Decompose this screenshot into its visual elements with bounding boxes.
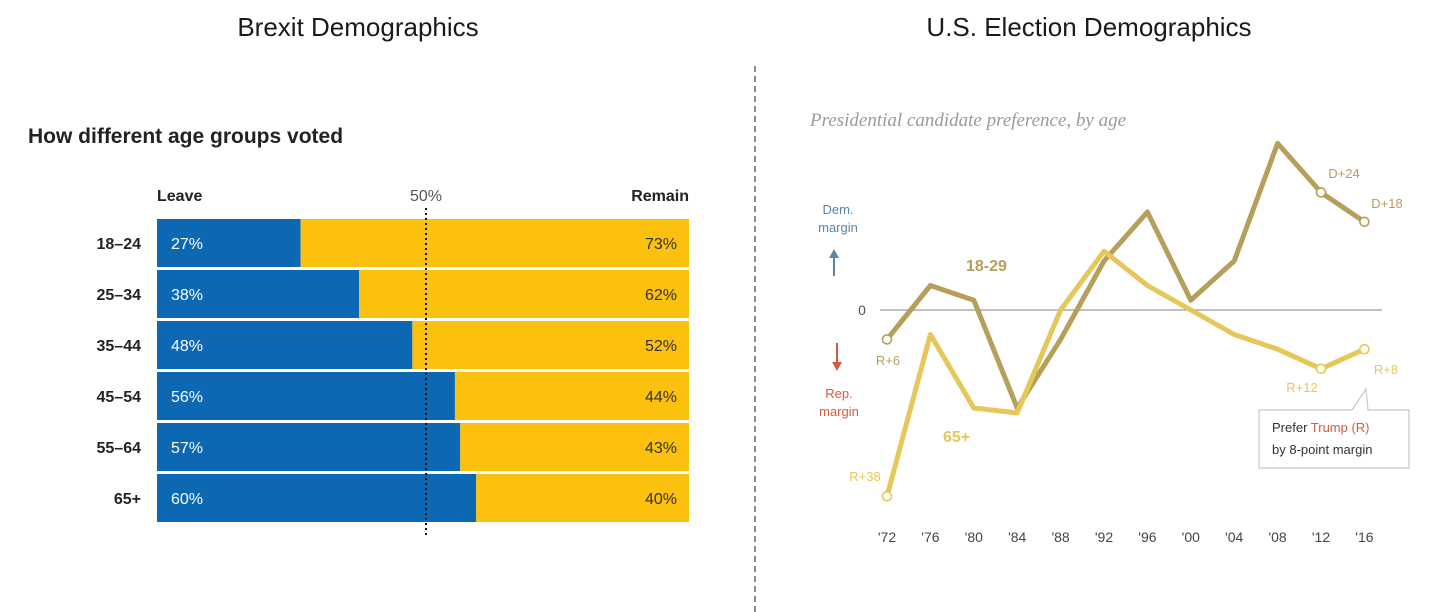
callout-prefix: Prefer (1272, 420, 1311, 435)
leave-bar (157, 372, 455, 420)
line-chart-title: Presidential candidate preference, by ag… (809, 110, 1126, 131)
callout-line2: by 8-point margin (1272, 442, 1372, 457)
remain-bar (300, 219, 689, 267)
leave-value-label: 38% (171, 287, 203, 304)
point-marker (881, 334, 893, 345)
remain-value-label: 52% (645, 338, 677, 355)
r8-annotation: R+8 (1374, 362, 1398, 377)
callout-box (1258, 387, 1410, 469)
dem-arrow-icon (829, 249, 839, 258)
remain-value-label: 40% (645, 491, 677, 508)
remain-value-label: 62% (645, 287, 677, 304)
leave-bar (157, 219, 301, 267)
age-group-label: 65+ (114, 491, 141, 508)
x-tick-label: '76 (921, 529, 939, 545)
start-18-29-annotation: R+6 (876, 353, 900, 368)
brexit-panel-title: Brexit Demographics (237, 12, 479, 42)
point-marker (1315, 363, 1327, 375)
leave-value-label: 48% (171, 338, 203, 355)
callout-line1: Prefer Trump (R) (1272, 420, 1370, 435)
series-18-29-line (884, 140, 1367, 411)
callout-highlight: Trump (R) (1311, 420, 1370, 435)
x-tick-label: '92 (1095, 529, 1113, 545)
age-group-label: 18–24 (97, 236, 142, 253)
series-65-plus-label: 65+ (943, 429, 970, 446)
bar-chart-title: How different age groups voted (28, 125, 343, 148)
point-marker (1359, 343, 1370, 355)
x-tick-label: '08 (1268, 529, 1286, 545)
leave-bar (157, 270, 360, 318)
point-marker (1315, 187, 1327, 198)
leave-value-label: 57% (171, 440, 203, 457)
leave-value-label: 56% (171, 389, 203, 406)
x-tick-label: '00 (1182, 529, 1200, 545)
age-group-label: 45–54 (97, 389, 142, 406)
fifty-percent-label: 50% (410, 188, 442, 205)
rep-arrow-icon (832, 362, 842, 371)
remain-bar (412, 321, 689, 369)
remain-bar (460, 423, 689, 471)
brexit-chart: How different age groups voted Leave Remai… (28, 125, 689, 538)
x-tick-label: '04 (1225, 529, 1243, 545)
d24-annotation: D+24 (1328, 166, 1359, 181)
leave-header: Leave (157, 188, 202, 205)
x-tick-label: '80 (965, 529, 983, 545)
r12-annotation: R+12 (1286, 380, 1317, 395)
x-tick-label: '12 (1312, 529, 1330, 545)
remain-bar (454, 372, 689, 420)
x-tick-label: '72 (878, 529, 896, 545)
remain-header: Remain (631, 188, 689, 205)
x-tick-label: '88 (1051, 529, 1069, 545)
age-group-label: 25–34 (97, 287, 142, 304)
dem-margin-label-line2: margin (818, 220, 858, 235)
point-marker (881, 490, 893, 502)
panel-divider (754, 66, 756, 612)
age-group-label: 35–44 (97, 338, 142, 355)
dem-margin-label-line1: Dem. (822, 202, 853, 217)
remain-bar (476, 474, 689, 522)
leave-value-label: 27% (171, 236, 203, 253)
leave-bar (157, 423, 461, 471)
d18-annotation: D+18 (1371, 196, 1402, 211)
us-panel-title: U.S. Election Demographics (926, 12, 1252, 42)
leave-bar (157, 474, 477, 522)
x-tick-label: '84 (1008, 529, 1026, 545)
remain-value-label: 43% (645, 440, 677, 457)
age-group-label: 55–64 (97, 440, 142, 457)
x-tick-label: '96 (1138, 529, 1156, 545)
series-18-29-label: 18-29 (966, 258, 1007, 275)
point-marker (1359, 216, 1370, 228)
leave-bar (157, 321, 413, 369)
zero-label: 0 (858, 302, 866, 318)
remain-value-label: 73% (645, 236, 677, 253)
rep-margin-label-line2: margin (819, 404, 859, 419)
remain-bar (359, 270, 689, 318)
leave-value-label: 60% (171, 491, 203, 508)
x-tick-label: '16 (1355, 529, 1373, 545)
start-65-plus-annotation: R+38 (849, 469, 880, 484)
rep-margin-label-line1: Rep. (825, 386, 852, 401)
series-65-plus-line (884, 248, 1367, 499)
remain-value-label: 44% (645, 389, 677, 406)
